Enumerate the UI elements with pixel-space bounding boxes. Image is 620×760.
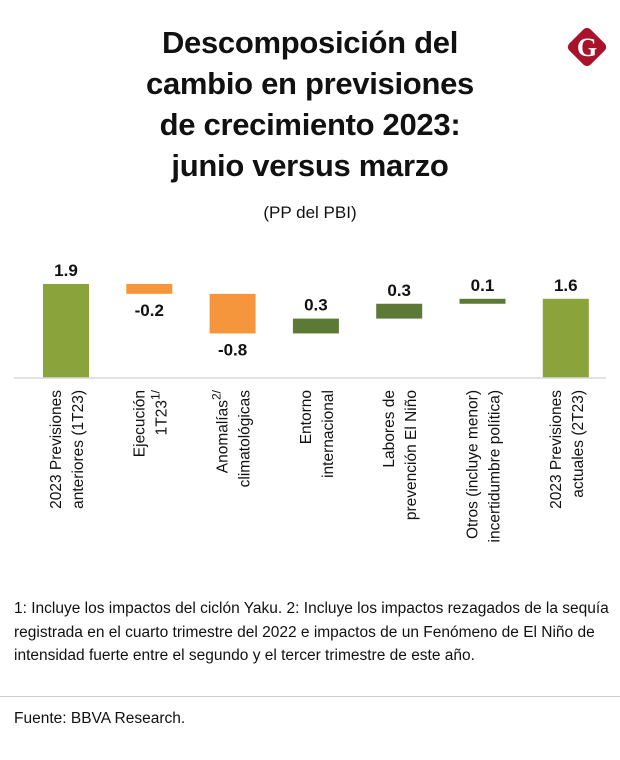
title-line: de crecimiento 2023:	[159, 107, 461, 142]
data-label: -0.8	[218, 340, 247, 359]
gestion-logo-icon: G	[567, 27, 607, 67]
bar	[542, 298, 589, 378]
bar	[292, 318, 339, 334]
bar	[459, 298, 506, 304]
category-label: internacional	[320, 390, 337, 478]
bar	[126, 283, 173, 294]
category-label: 1T231/	[148, 389, 170, 435]
chart-title: Descomposición del cambio en previsiones…	[90, 22, 530, 186]
data-label: -0.2	[135, 301, 164, 320]
category-label: Otros (incluye menor)	[465, 390, 482, 539]
category-label: prevención El Niño	[403, 390, 420, 520]
source-note: Fuente: BBVA Research.	[14, 710, 186, 727]
data-label: 1.6	[554, 276, 578, 295]
data-label: 0.3	[387, 281, 411, 300]
data-label: 0.1	[471, 276, 495, 295]
title-line: junio versus marzo	[171, 148, 449, 183]
title-line: cambio en previsiones	[146, 66, 474, 101]
waterfall-chart: 1.9 2023 Previsiones anteriores (1T23) -0.2…	[14, 261, 606, 542]
chart-subtitle: (PP del PBI)	[263, 203, 357, 222]
category-label: incertidumbre política)	[487, 390, 504, 542]
category-label: 2023 Previsiones	[48, 390, 65, 509]
category-label: Labores de	[381, 390, 398, 468]
svg-text:G: G	[577, 33, 597, 62]
footnotes: 1: Incluye los impactos del ciclón Yaku.…	[14, 600, 609, 664]
title-line: Descomposición del	[161, 25, 459, 60]
category-label: anteriores (1T23)	[70, 390, 87, 509]
category-label: 2023 Previsiones	[548, 390, 565, 509]
divider	[0, 696, 620, 697]
data-label: 1.9	[54, 261, 78, 280]
bar	[43, 283, 89, 378]
category-label: Entorno	[298, 390, 315, 444]
category-label: actuales (2T23)	[570, 390, 587, 498]
category-label: Ejecución	[131, 390, 148, 457]
bar	[376, 303, 423, 319]
category-label: Anomalías2/	[210, 389, 232, 473]
bar	[209, 293, 256, 334]
data-label: 0.3	[304, 296, 328, 315]
category-label: climatológicas	[237, 390, 254, 488]
